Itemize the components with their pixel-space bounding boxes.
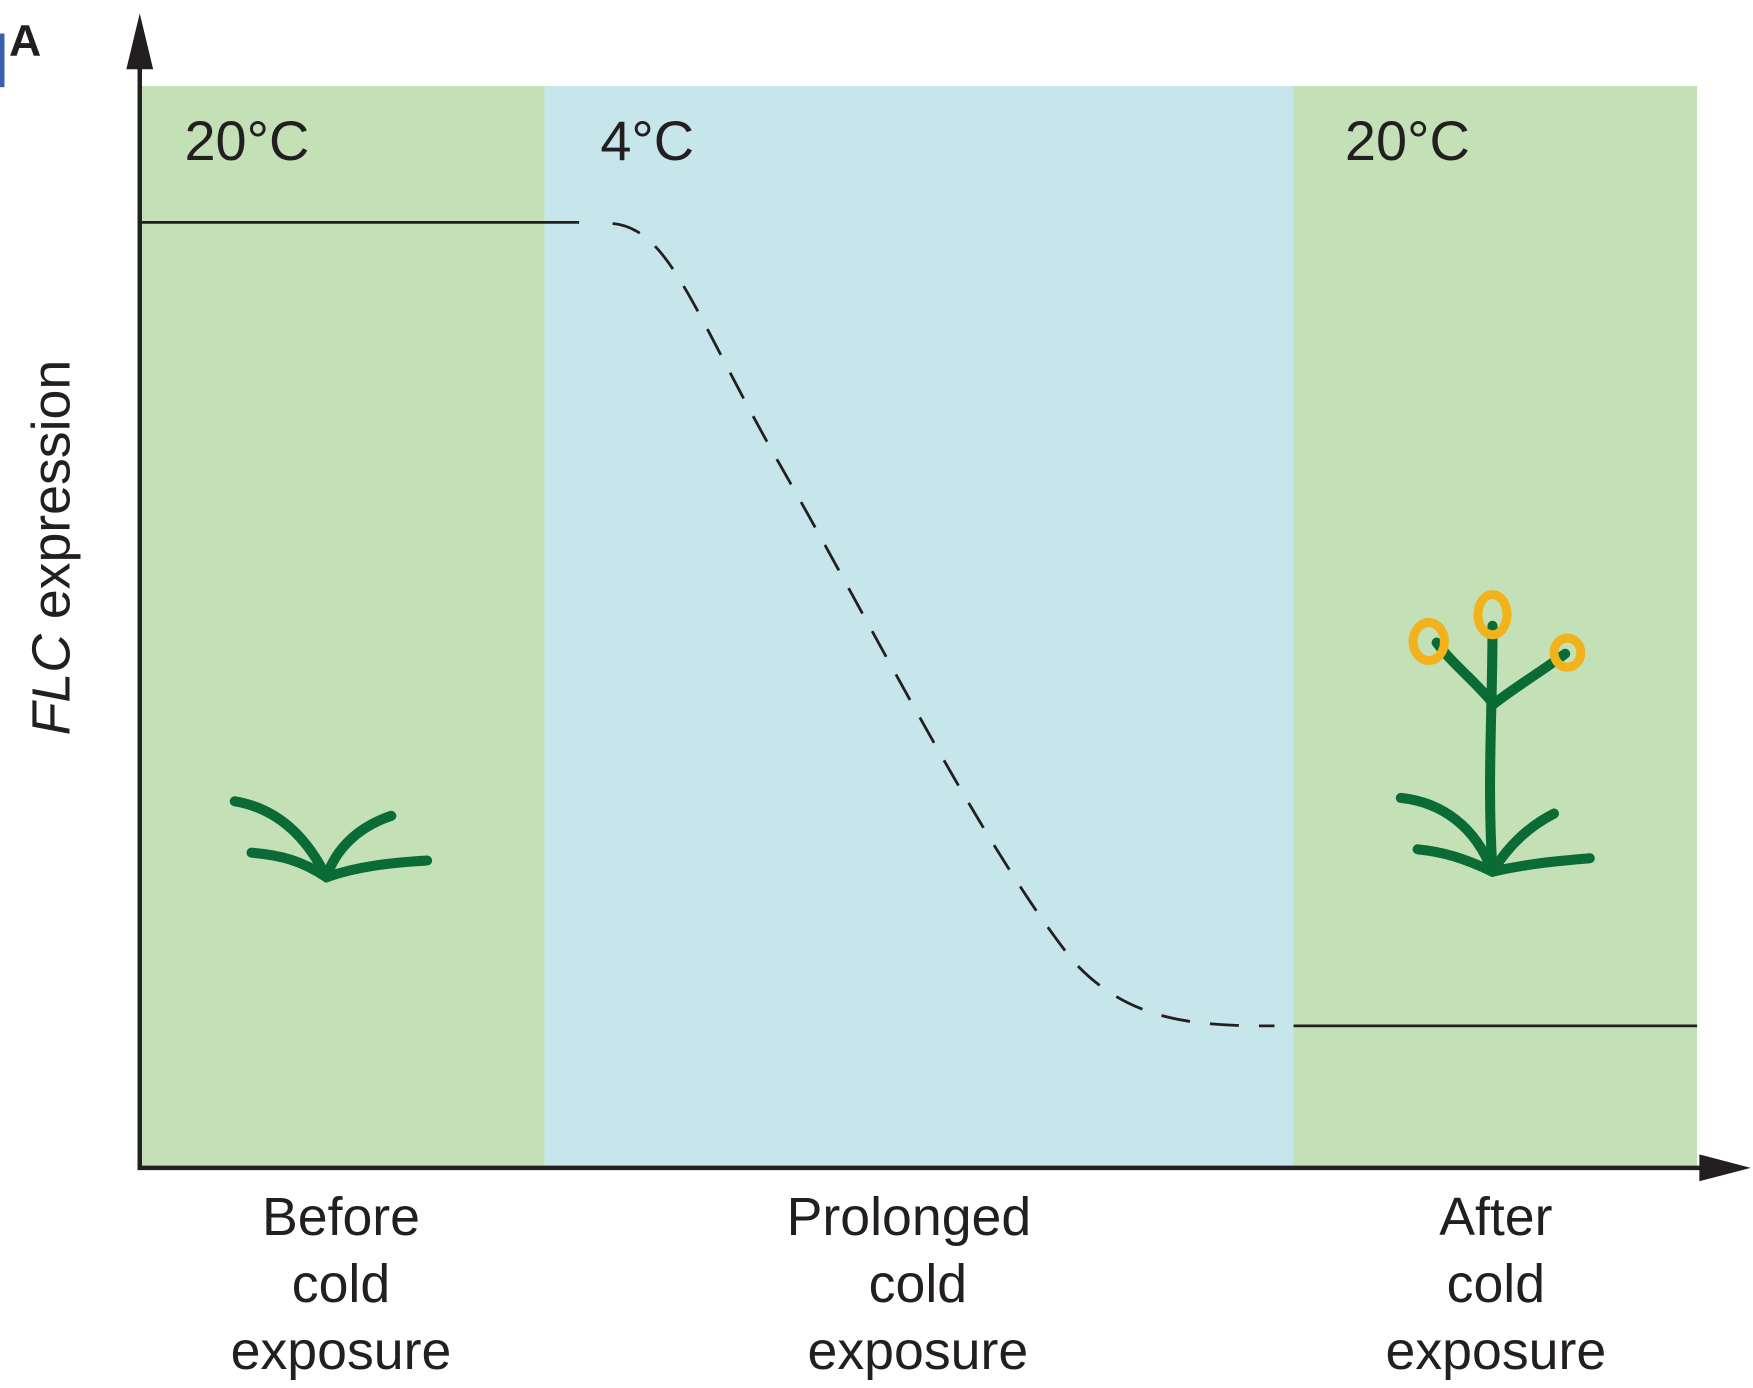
warm-zone xyxy=(142,86,544,1167)
page: A 20°C 4°C 20°C FLC expression xyxy=(0,0,1753,1388)
y-axis-label: FLC expression xyxy=(21,360,81,736)
y-axis-text: expression xyxy=(21,360,81,619)
y-arrow xyxy=(126,13,153,69)
edge-marker xyxy=(0,34,4,88)
panel-label: A xyxy=(9,17,41,66)
phase-label: Before xyxy=(262,1187,420,1247)
gene-name: FLC xyxy=(21,633,81,736)
phase-label: cold xyxy=(292,1254,390,1314)
phase-label: Prolonged xyxy=(787,1187,1032,1247)
phase-label: cold xyxy=(1447,1254,1545,1314)
phase-label: exposure xyxy=(231,1321,452,1381)
phase-label: exposure xyxy=(1386,1321,1607,1381)
temperature: 20°C xyxy=(1345,109,1470,172)
temperature: 4°C xyxy=(600,109,694,172)
diagram: A 20°C 4°C 20°C FLC expression xyxy=(0,0,1753,1388)
x-arrow xyxy=(1699,1154,1750,1181)
phase-label: exposure xyxy=(808,1321,1029,1381)
temperature: 20°C xyxy=(184,109,309,172)
phase-label: cold xyxy=(869,1254,967,1314)
phase-label: After xyxy=(1439,1187,1552,1247)
